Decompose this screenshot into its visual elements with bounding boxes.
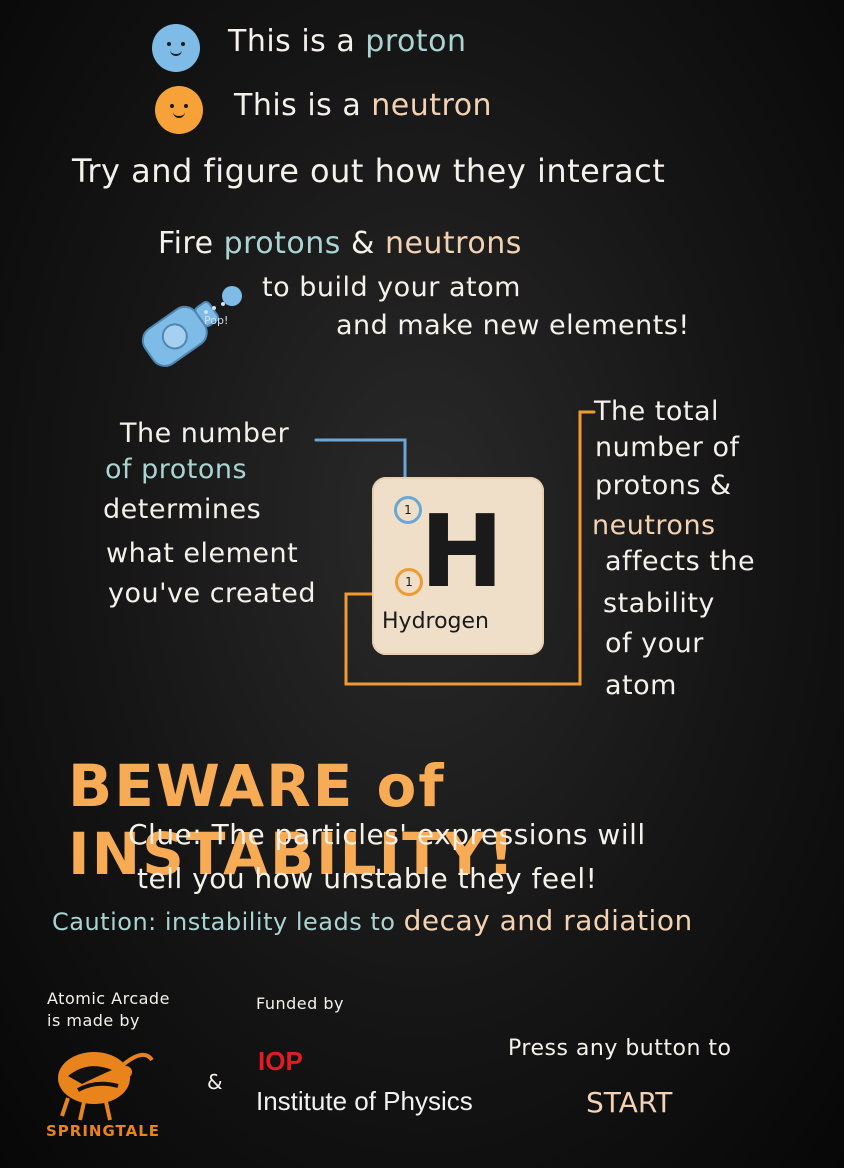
made-by-line-2: is made by bbox=[47, 1011, 140, 1030]
left-note-line-1: The number bbox=[120, 418, 290, 449]
fire-word: Fire bbox=[158, 226, 214, 261]
right-note-line-7: of your bbox=[605, 628, 704, 659]
right-note-line-2: number of bbox=[595, 432, 740, 463]
proton-count-badge: 1 bbox=[394, 496, 422, 524]
left-note-line-2: of protons bbox=[105, 454, 247, 485]
element-name: Hydrogen bbox=[382, 609, 489, 634]
particle-cannon-icon bbox=[141, 286, 242, 367]
iop-full-name: Institute of Physics bbox=[256, 1086, 473, 1116]
element-tile: H Hydrogen bbox=[372, 477, 544, 655]
clue-line-1: Clue: The particles' expressions will bbox=[128, 818, 646, 851]
caution-suffix: decay and radiation bbox=[403, 904, 693, 937]
right-note-line-4: neutrons bbox=[592, 510, 716, 541]
proton-prefix: This is a bbox=[228, 24, 356, 59]
left-note-protons: of protons bbox=[105, 454, 248, 485]
beware-heading: BEWARE of INSTABILITY! bbox=[68, 752, 517, 888]
caution-line: Caution: instability leads to decay and … bbox=[52, 904, 693, 937]
caution-prefix: Caution: instability leads to bbox=[52, 908, 396, 936]
press-any-button-text: Press any button to bbox=[508, 1036, 732, 1061]
fire-line: Fire protons & neutrons bbox=[158, 226, 522, 261]
fire-amp: & bbox=[350, 226, 375, 261]
fire-line-2: to build your atom bbox=[262, 272, 521, 303]
proton-icon bbox=[152, 24, 200, 72]
made-by-text: Atomic Arcade is made by bbox=[47, 988, 170, 1032]
start-button[interactable]: START bbox=[586, 1086, 673, 1119]
springtale-logo-icon bbox=[58, 1052, 154, 1121]
pop-label: Pop! bbox=[204, 314, 229, 327]
neutron-legend: This is a neutron bbox=[234, 88, 492, 123]
neutron-prefix: This is a bbox=[234, 88, 362, 123]
figure-out-text: Try and figure out how they interact bbox=[72, 152, 666, 190]
fire-line-3: and make new elements! bbox=[336, 310, 690, 341]
right-note-line-5: affects the bbox=[605, 546, 756, 577]
neutron-icon bbox=[155, 86, 203, 134]
springtale-wordmark: SPRINGTALE bbox=[46, 1122, 161, 1140]
proton-legend: This is a proton bbox=[228, 24, 466, 59]
fire-neutrons-word: neutrons bbox=[384, 226, 522, 261]
neutron-word: neutron bbox=[371, 88, 493, 123]
left-note-line-4: what element bbox=[106, 538, 299, 569]
proton-word: proton bbox=[365, 24, 467, 59]
clue-line-2: tell you how unstable they feel! bbox=[137, 862, 598, 895]
funded-by-text: Funded by bbox=[256, 994, 344, 1013]
left-note-line-5: you've created bbox=[108, 578, 317, 609]
fire-protons-word: protons bbox=[223, 226, 341, 261]
right-note-line-6: stability bbox=[603, 588, 715, 619]
right-note-line-3: protons & bbox=[595, 470, 732, 501]
left-note-line-3: determines bbox=[103, 494, 262, 525]
element-symbol: H bbox=[420, 493, 504, 610]
iop-logo: IOP bbox=[258, 1046, 303, 1076]
made-by-line-1: Atomic Arcade bbox=[47, 989, 170, 1008]
right-note-line-8: atom bbox=[605, 670, 677, 701]
nucleon-count-badge: 1 bbox=[395, 568, 423, 596]
footer-ampersand: & bbox=[207, 1070, 224, 1094]
right-note-line-1: The total bbox=[594, 396, 720, 427]
